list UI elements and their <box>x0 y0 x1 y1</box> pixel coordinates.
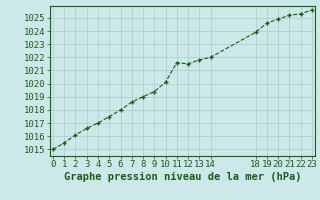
X-axis label: Graphe pression niveau de la mer (hPa): Graphe pression niveau de la mer (hPa) <box>64 172 301 182</box>
